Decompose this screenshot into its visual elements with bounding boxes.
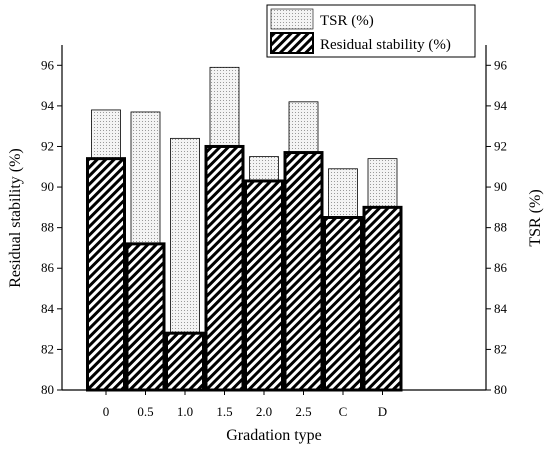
left-y-tick-label: 80 — [41, 382, 54, 397]
right-y-tick-label: 94 — [494, 98, 508, 113]
legend-swatch-residual — [270, 32, 314, 54]
legend-label-residual: Residual stability (%) — [320, 37, 451, 53]
right-y-tick-label: 96 — [494, 57, 508, 72]
right-y-ticks: 80 82 84 86 88 90 92 94 96 — [486, 57, 508, 397]
x-ticks: 0 0.5 1.0 1.5 2.0 2.5 C D — [103, 390, 387, 419]
x-tick-label: 0 — [103, 404, 110, 419]
right-y-tick-label: 82 — [494, 341, 507, 356]
left-y-tick-label: 88 — [41, 220, 54, 235]
residual-stability-bar-D — [362, 205, 403, 392]
residual-stability-bar-0 — [86, 157, 126, 392]
residual-stability-bar-0.5 — [125, 242, 166, 392]
right-y-tick-label: 90 — [494, 179, 507, 194]
x-tick-label: 2.5 — [295, 404, 311, 419]
left-y-tick-label: 92 — [41, 138, 54, 153]
legend-label-tsr: TSR (%) — [320, 13, 374, 29]
residual-stability-bar-2.0 — [244, 179, 284, 392]
left-y-tick-label: 82 — [41, 341, 54, 356]
left-y-axis-title: Residual stability (%) — [7, 148, 24, 288]
legend-swatch-tsr — [270, 8, 314, 30]
right-y-tick-label: 80 — [494, 382, 507, 397]
right-y-tick-label: 84 — [494, 301, 508, 316]
right-y-tick-label: 86 — [494, 260, 508, 275]
right-y-axis-title: TSR (%) — [527, 189, 544, 246]
residual-stability-bar-1.0 — [165, 331, 205, 392]
right-y-tick-label: 88 — [494, 220, 507, 235]
x-tick-label: 1.5 — [216, 404, 232, 419]
x-tick-label: D — [378, 404, 387, 419]
residual-stability-bar-C — [323, 216, 363, 392]
left-y-tick-label: 90 — [41, 179, 54, 194]
x-tick-label: 1.0 — [177, 404, 193, 419]
right-y-tick-label: 92 — [494, 138, 507, 153]
left-y-tick-label: 94 — [41, 98, 55, 113]
x-tick-label: 2.0 — [256, 404, 272, 419]
x-axis-title: Gradation type — [226, 427, 322, 444]
residual-stability-bar-1.5 — [204, 144, 245, 392]
left-y-ticks: 80 82 84 86 88 90 92 94 96 — [41, 57, 62, 397]
left-y-tick-label: 84 — [41, 301, 55, 316]
left-y-tick-label: 96 — [41, 57, 55, 72]
residual-stability-bar-2.5 — [283, 151, 324, 392]
x-tick-label: 0.5 — [137, 404, 153, 419]
legend: TSR (%) Residual stability (%) — [266, 4, 476, 58]
x-tick-label: C — [339, 404, 348, 419]
left-y-tick-label: 86 — [41, 260, 55, 275]
